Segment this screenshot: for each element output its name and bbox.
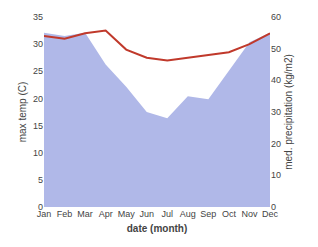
- svg-text:60: 60: [271, 12, 281, 22]
- svg-text:35: 35: [33, 12, 43, 22]
- svg-text:30: 30: [271, 107, 281, 117]
- svg-text:med. precipitation (kg/m2): med. precipitation (kg/m2): [283, 54, 294, 170]
- svg-text:Nov: Nov: [241, 209, 258, 219]
- svg-text:0: 0: [38, 202, 43, 212]
- svg-text:Mar: Mar: [77, 209, 93, 219]
- svg-text:15: 15: [33, 121, 43, 131]
- svg-text:30: 30: [33, 39, 43, 49]
- svg-text:Sep: Sep: [200, 209, 216, 219]
- svg-text:50: 50: [271, 44, 281, 54]
- svg-text:date (month): date (month): [127, 223, 188, 234]
- svg-text:25: 25: [33, 66, 43, 76]
- svg-text:Feb: Feb: [57, 209, 73, 219]
- svg-text:Jan: Jan: [37, 209, 52, 219]
- svg-text:5: 5: [38, 175, 43, 185]
- svg-text:Aug: Aug: [180, 209, 196, 219]
- svg-text:20: 20: [271, 139, 281, 149]
- svg-text:10: 10: [271, 170, 281, 180]
- svg-text:max temp (C): max temp (C): [17, 82, 28, 143]
- svg-text:20: 20: [33, 94, 43, 104]
- svg-text:Dec: Dec: [262, 209, 279, 219]
- svg-text:Jul: Jul: [162, 209, 174, 219]
- svg-text:May: May: [118, 209, 136, 219]
- svg-text:Oct: Oct: [222, 209, 237, 219]
- svg-text:0: 0: [271, 202, 276, 212]
- svg-text:Jun: Jun: [139, 209, 154, 219]
- svg-text:40: 40: [271, 75, 281, 85]
- svg-text:Apr: Apr: [99, 209, 113, 219]
- svg-text:10: 10: [33, 148, 43, 158]
